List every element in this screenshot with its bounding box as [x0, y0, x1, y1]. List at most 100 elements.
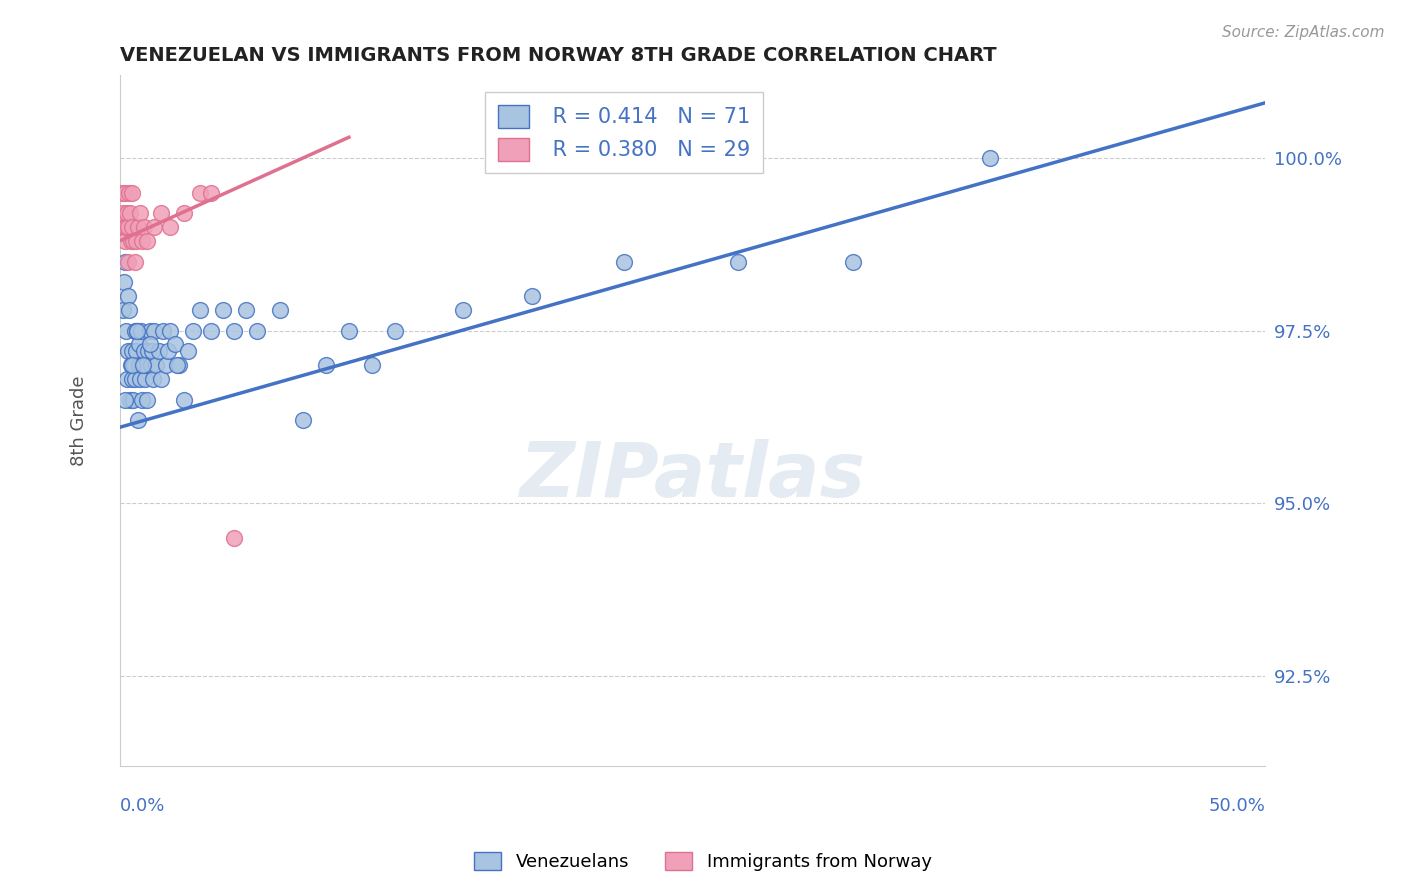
Point: [453, 302, 475, 317]
Point: [120, 358, 142, 372]
Point: [125, 324, 148, 338]
Point: [360, 358, 382, 372]
Point: [337, 324, 360, 338]
Point: [125, 324, 148, 338]
Point: [114, 392, 136, 407]
Point: [114, 234, 136, 248]
Point: [188, 302, 211, 317]
Point: [212, 302, 235, 317]
Point: [125, 234, 148, 248]
Point: [166, 358, 188, 372]
Point: [134, 372, 156, 386]
Point: [200, 186, 222, 200]
Point: [115, 206, 138, 220]
Point: [384, 324, 406, 338]
Point: [131, 392, 153, 407]
Point: [121, 372, 143, 386]
Point: [224, 324, 246, 338]
Point: [118, 186, 141, 200]
Point: [141, 344, 163, 359]
Point: [159, 324, 181, 338]
Point: [127, 220, 149, 235]
Point: [145, 358, 167, 372]
Point: [112, 275, 135, 289]
Text: Source: ZipAtlas.com: Source: ZipAtlas.com: [1222, 25, 1385, 40]
Point: [121, 220, 143, 235]
Point: [120, 392, 142, 407]
Point: [235, 302, 257, 317]
Point: [114, 254, 136, 268]
Point: [115, 324, 138, 338]
Point: [522, 289, 544, 303]
Point: [121, 344, 143, 359]
Point: [138, 324, 160, 338]
Point: [114, 186, 136, 200]
Point: [138, 344, 160, 359]
Point: [173, 206, 195, 220]
Point: [155, 358, 177, 372]
Point: [131, 358, 153, 372]
Point: [115, 372, 138, 386]
Text: 8th Grade: 8th Grade: [70, 376, 87, 466]
Point: [200, 324, 222, 338]
Point: [315, 358, 337, 372]
Legend: Venezuelans, Immigrants from Norway: Venezuelans, Immigrants from Norway: [467, 845, 939, 879]
Point: [117, 289, 139, 303]
Point: [188, 186, 211, 200]
Point: [124, 254, 146, 268]
Point: [129, 206, 152, 220]
Point: [120, 234, 142, 248]
Text: 0.0%: 0.0%: [120, 797, 165, 814]
Point: [159, 220, 181, 235]
Point: [128, 337, 150, 351]
Point: [150, 372, 173, 386]
Point: [121, 358, 143, 372]
Point: [177, 344, 200, 359]
Point: [112, 302, 135, 317]
Point: [138, 337, 160, 351]
Point: [269, 302, 291, 317]
Point: [125, 344, 148, 359]
Point: [181, 324, 204, 338]
Point: [246, 324, 269, 338]
Point: [224, 531, 246, 545]
Point: [136, 392, 159, 407]
Point: [156, 344, 179, 359]
Point: [613, 254, 636, 268]
Point: [142, 372, 165, 386]
Point: [169, 358, 191, 372]
Point: [292, 413, 315, 427]
Point: [120, 206, 142, 220]
Point: [115, 220, 138, 235]
Point: [129, 372, 152, 386]
Point: [121, 186, 143, 200]
Point: [122, 392, 145, 407]
Point: [127, 413, 149, 427]
Point: [131, 358, 153, 372]
Point: [148, 344, 170, 359]
Point: [132, 220, 155, 235]
Point: [163, 337, 186, 351]
Point: [111, 186, 134, 200]
Point: [118, 302, 141, 317]
Point: [131, 234, 153, 248]
Point: [122, 234, 145, 248]
Point: [152, 324, 174, 338]
Point: [150, 206, 173, 220]
Point: [139, 358, 162, 372]
Point: [129, 324, 152, 338]
Point: [143, 220, 166, 235]
Point: [136, 234, 159, 248]
Text: 50.0%: 50.0%: [1209, 797, 1265, 814]
Point: [117, 344, 139, 359]
Point: [842, 254, 865, 268]
Legend:  R = 0.414   N = 71,  R = 0.380   N = 29: R = 0.414 N = 71, R = 0.380 N = 29: [485, 93, 762, 173]
Point: [132, 344, 155, 359]
Point: [979, 151, 1001, 165]
Point: [112, 206, 135, 220]
Point: [135, 358, 157, 372]
Point: [112, 220, 135, 235]
Point: [727, 254, 749, 268]
Text: ZIPatlas: ZIPatlas: [520, 439, 866, 513]
Point: [117, 254, 139, 268]
